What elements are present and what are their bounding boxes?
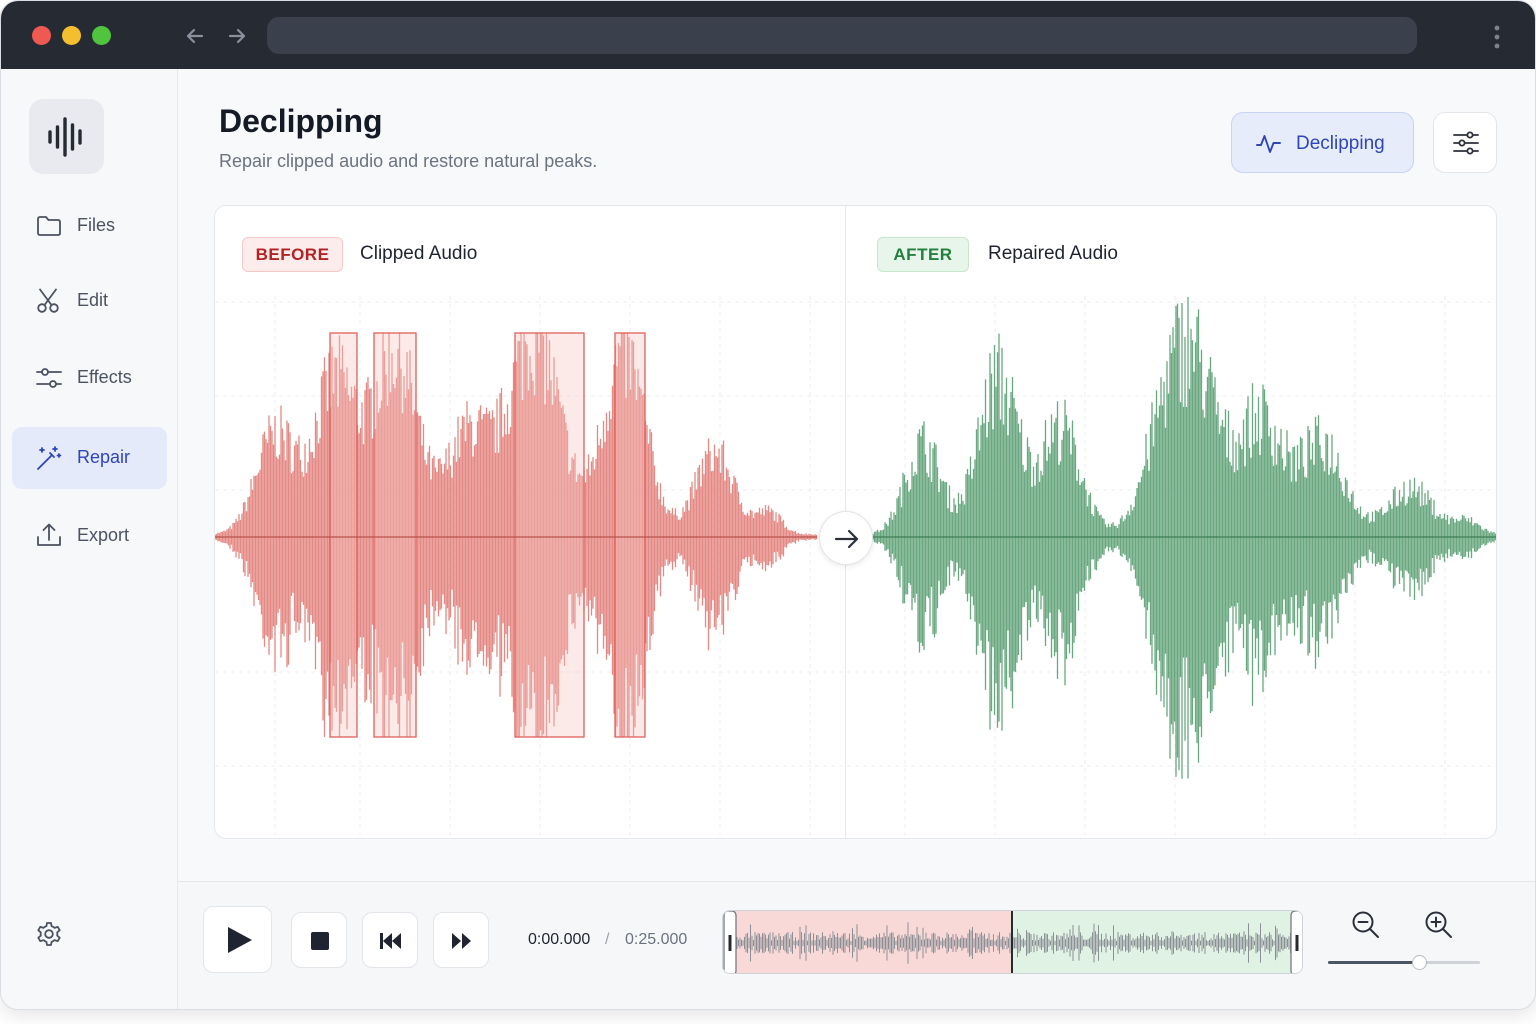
close-window-button[interactable] (32, 26, 51, 45)
sidebar-item-label: Edit (77, 290, 109, 310)
after-badge: AFTER (877, 237, 969, 272)
sidebar-item-export[interactable]: Export (12, 505, 167, 567)
sidebar-item-label: Files (77, 215, 116, 235)
sidebar-item-label: Export (77, 525, 130, 545)
sidebar: Files Edit Effects (1, 69, 178, 1009)
after-waveform (872, 297, 1496, 779)
page-title: Declipping (219, 103, 383, 139)
activity-icon (1256, 135, 1281, 153)
magic-wand-icon (37, 446, 62, 470)
mode-button-label: Declipping (1296, 133, 1385, 154)
overview-waveform[interactable] (723, 911, 1303, 974)
transport-bar: 0:00.000 / 0:25.000 (178, 881, 1535, 1009)
zoom-in-icon[interactable] (1423, 909, 1453, 939)
play-button[interactable] (203, 906, 272, 973)
total-time: 0:25.000 (625, 931, 688, 948)
waveform-canvas[interactable] (215, 206, 1497, 839)
after-pane-title: Repaired Audio (988, 243, 1118, 264)
before-pane-title: Clipped Audio (360, 243, 478, 264)
zoom-slider-track[interactable] (1328, 961, 1480, 964)
maximize-window-button[interactable] (92, 26, 111, 45)
sidebar-item-files[interactable]: Files (12, 195, 167, 257)
play-icon (228, 927, 252, 953)
rewind-button[interactable] (362, 912, 418, 968)
sliders-icon (1453, 131, 1479, 155)
before-badge: BEFORE (242, 237, 343, 272)
zoom-out-icon[interactable] (1350, 909, 1380, 939)
compare-arrow-button[interactable] (819, 511, 873, 565)
overview-timeline[interactable] (722, 910, 1303, 974)
waveform-compare-panel: BEFORE Clipped Audio AFTER Repaired Audi… (214, 205, 1497, 839)
folder-icon (37, 216, 61, 236)
upload-icon (37, 523, 61, 546)
forward-arrow-icon[interactable] (224, 23, 250, 49)
fast-forward-icon (452, 933, 471, 949)
gear-icon[interactable] (35, 920, 63, 948)
stop-button[interactable] (291, 912, 347, 968)
zoom-slider-fill (1328, 961, 1420, 964)
minimize-window-button[interactable] (62, 26, 81, 45)
scissors-icon (37, 288, 59, 313)
sliders-icon (36, 368, 62, 388)
zoom-slider-handle[interactable] (1412, 955, 1428, 970)
back-arrow-icon[interactable] (182, 23, 208, 49)
time-separator: / (605, 931, 610, 948)
sidebar-item-label: Repair (77, 447, 131, 467)
settings-sliders-button[interactable] (1433, 112, 1497, 173)
left-handle-grip (728, 935, 732, 951)
sidebar-item-edit[interactable]: Edit (12, 270, 167, 332)
overview-wave (736, 922, 1291, 964)
current-time: 0:00.000 (528, 931, 591, 948)
skip-back-icon (380, 933, 401, 949)
sidebar-item-label: Effects (77, 367, 132, 387)
waveform-logo-icon[interactable] (29, 99, 104, 174)
stop-icon (311, 932, 329, 950)
sidebar-item-effects[interactable]: Effects (12, 347, 167, 409)
declipping-mode-button[interactable]: Declipping (1231, 112, 1414, 173)
right-handle-grip (1295, 935, 1299, 951)
sidebar-item-repair[interactable]: Repair (12, 427, 167, 489)
more-options-icon[interactable] (1487, 23, 1507, 51)
arrow-right-icon (834, 529, 859, 549)
before-waveform (215, 332, 818, 738)
fast-forward-button[interactable] (433, 912, 489, 968)
address-bar[interactable] (267, 17, 1417, 54)
page-subtitle: Repair clipped audio and restore natural… (219, 151, 598, 171)
browser-titlebar (1, 1, 1535, 69)
